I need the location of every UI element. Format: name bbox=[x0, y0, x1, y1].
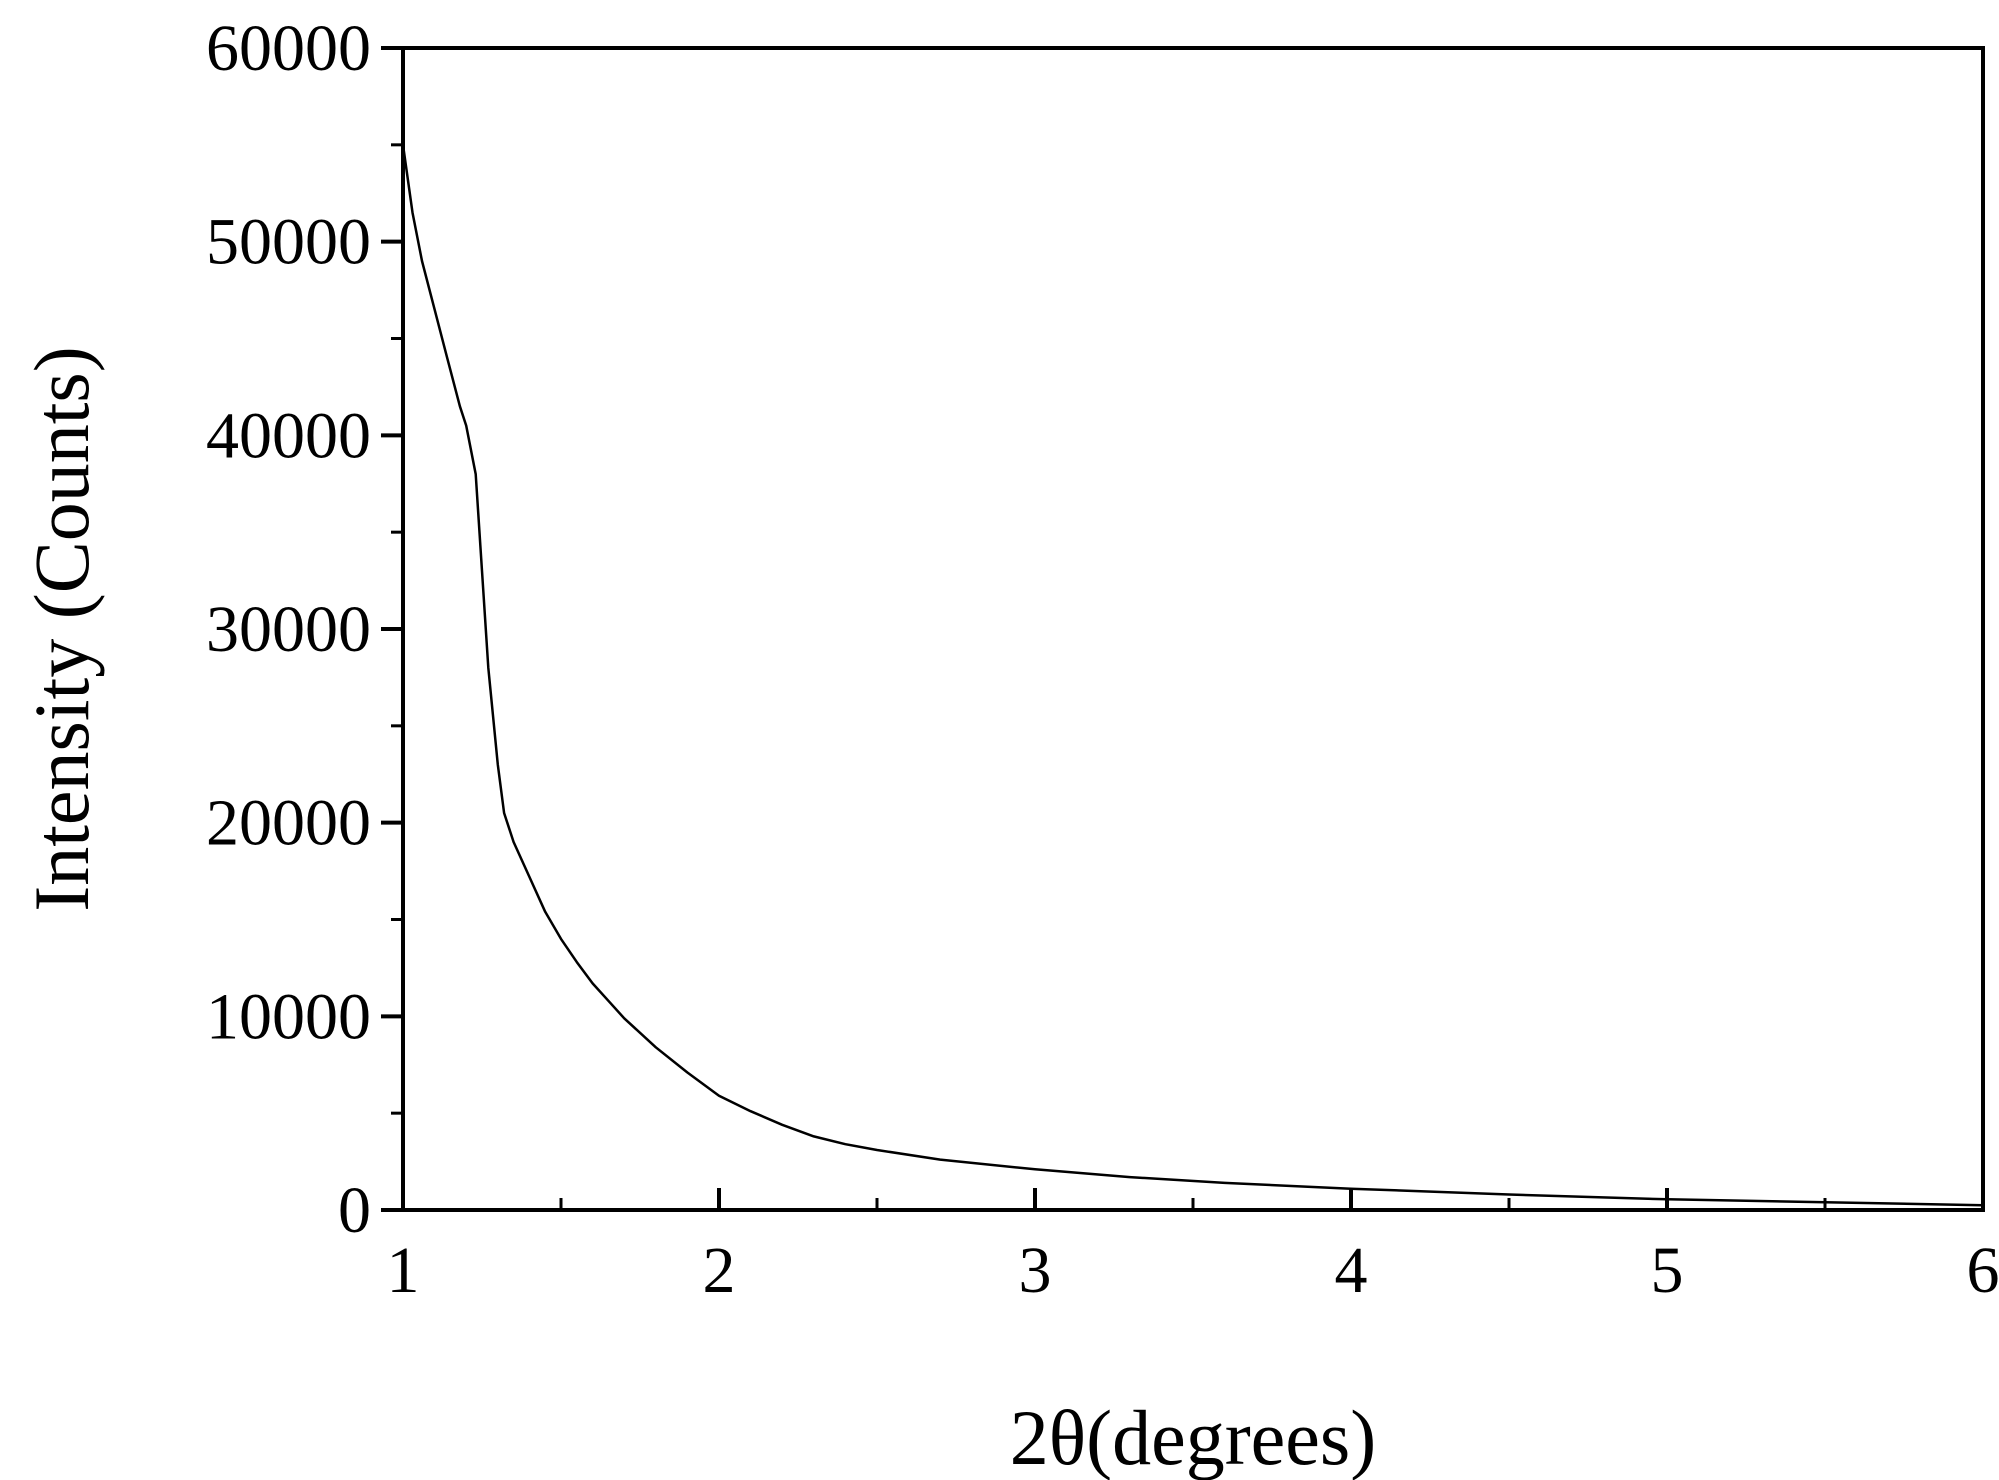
y-tick-label: 10000 bbox=[206, 980, 371, 1053]
ticks-layer bbox=[381, 46, 1985, 1212]
x-tick-label: 2 bbox=[703, 1234, 736, 1307]
y-tick-label: 40000 bbox=[206, 399, 371, 472]
y-tick-label: 0 bbox=[338, 1174, 371, 1247]
y-tick-label: 30000 bbox=[206, 593, 371, 666]
x-axis-title: 2θ(degrees) bbox=[1010, 1394, 1377, 1480]
y-tick-label: 60000 bbox=[206, 12, 371, 85]
y-axis-title: Intensity (Counts) bbox=[18, 346, 105, 911]
tick-labels-layer: 1 2 3 4 5 6 0 10000 20000 30000 40000 50000 60000 bbox=[206, 12, 1999, 1307]
x-tick-label: 6 bbox=[1967, 1234, 1999, 1307]
x-tick-label: 3 bbox=[1019, 1234, 1052, 1307]
x-tick-label: 4 bbox=[1335, 1234, 1368, 1307]
series-line bbox=[401, 144, 1984, 1207]
y-tick-label: 50000 bbox=[206, 206, 371, 279]
series-layer bbox=[401, 144, 1984, 1207]
x-tick-label: 1 bbox=[387, 1234, 420, 1307]
plot-frame bbox=[401, 46, 1985, 1212]
y-tick-label: 20000 bbox=[206, 787, 371, 860]
x-tick-label: 5 bbox=[1651, 1234, 1684, 1307]
